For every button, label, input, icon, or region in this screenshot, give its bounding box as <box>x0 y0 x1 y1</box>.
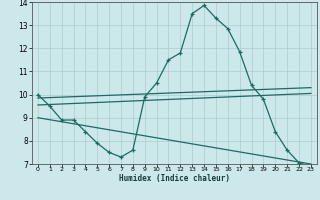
X-axis label: Humidex (Indice chaleur): Humidex (Indice chaleur) <box>119 174 230 183</box>
